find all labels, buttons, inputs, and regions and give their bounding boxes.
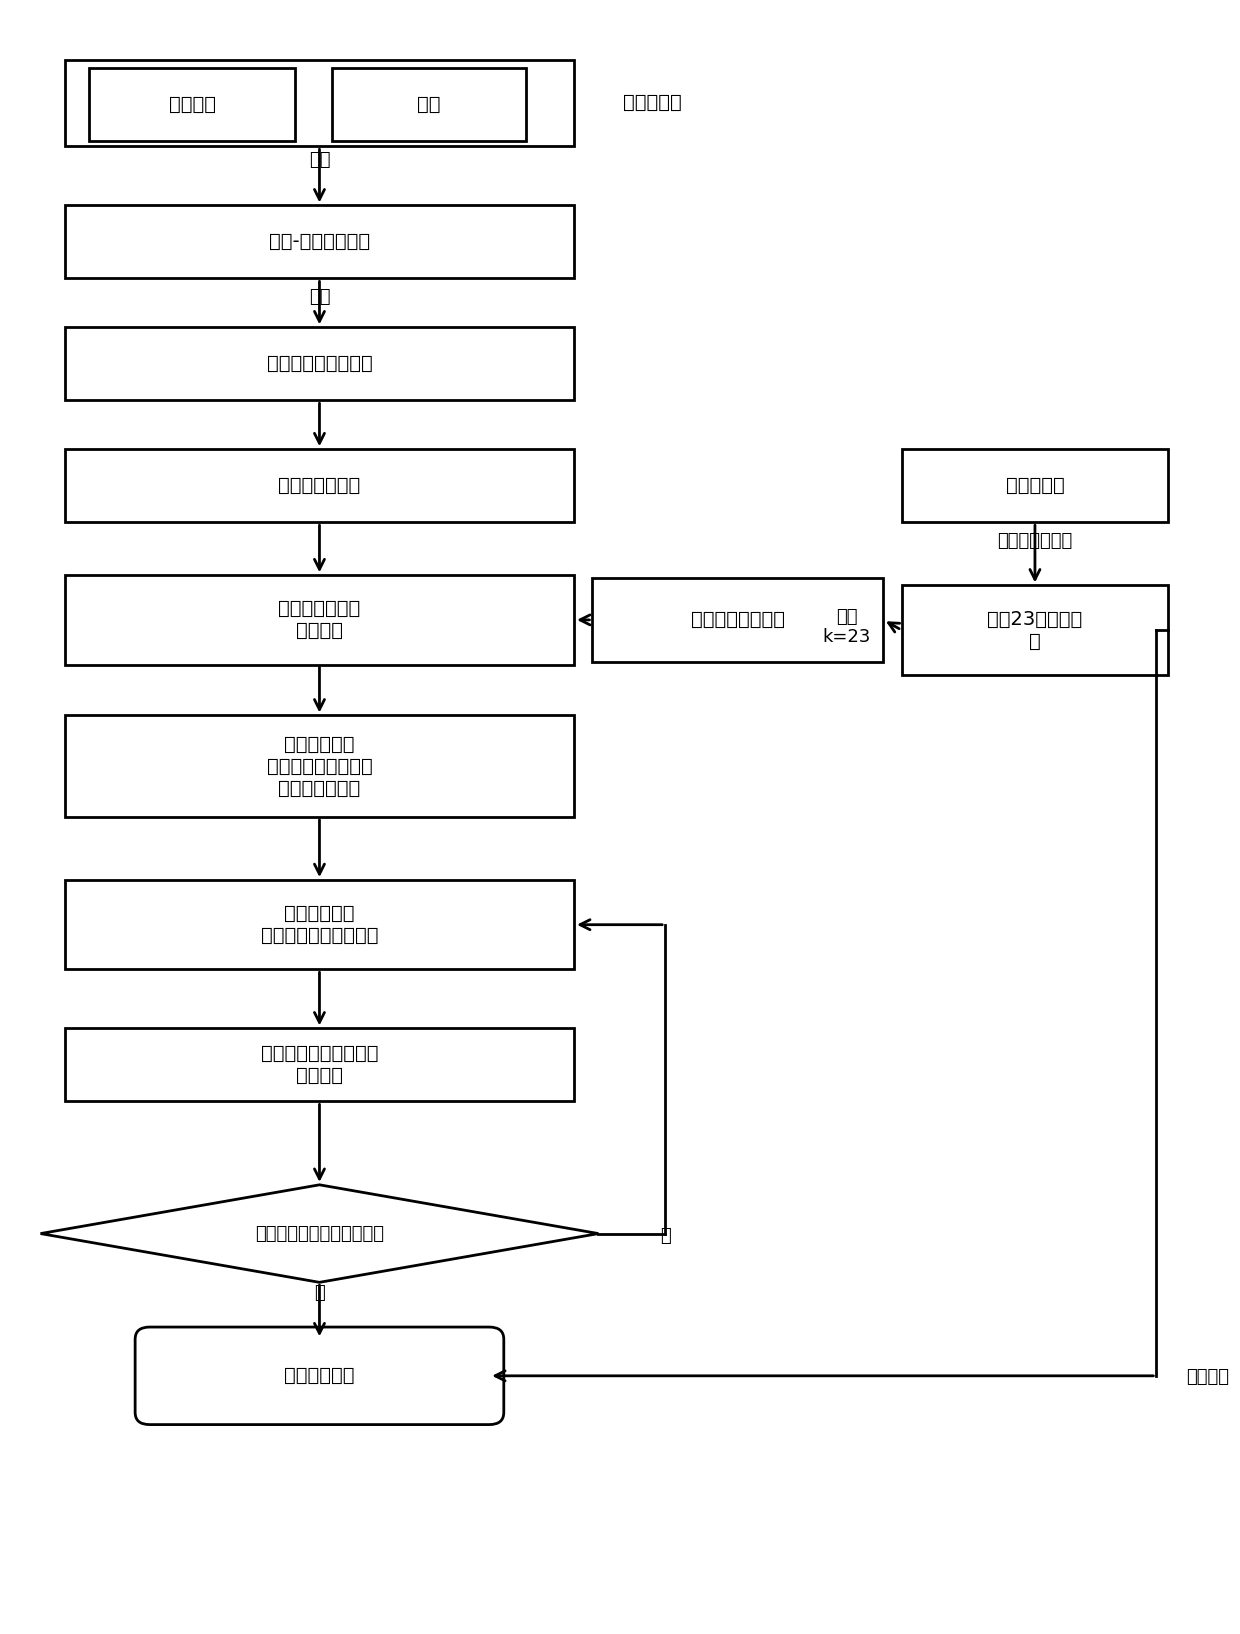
Text: 药材功效库: 药材功效库 bbox=[1006, 475, 1064, 495]
Bar bbox=[64, 327, 574, 400]
Bar bbox=[89, 69, 295, 141]
Text: 计算: 计算 bbox=[309, 288, 330, 306]
Bar bbox=[64, 575, 574, 665]
Text: 更新聚类中心
（每一簇的点平均值）: 更新聚类中心 （每一簇的点平均值） bbox=[260, 904, 378, 944]
Text: 确定
k=23: 确定 k=23 bbox=[823, 608, 872, 647]
Bar bbox=[901, 585, 1168, 675]
Text: 分析比较: 分析比较 bbox=[1187, 1368, 1230, 1386]
Text: 构建: 构建 bbox=[309, 150, 330, 168]
Text: 前后两次平均误差是否相同: 前后两次平均误差是否相同 bbox=[255, 1224, 384, 1242]
Bar bbox=[64, 1028, 574, 1101]
Bar bbox=[64, 449, 574, 523]
Bar bbox=[64, 716, 574, 817]
Text: 输入药材聚类个数: 输入药材聚类个数 bbox=[691, 611, 785, 629]
Bar bbox=[901, 449, 1168, 523]
Bar bbox=[64, 60, 574, 147]
Text: 对比功效大类表: 对比功效大类表 bbox=[997, 531, 1073, 549]
Text: 药材23类功效矩
阵: 药材23类功效矩 阵 bbox=[987, 609, 1083, 650]
Bar bbox=[64, 881, 574, 969]
Text: 否: 否 bbox=[660, 1227, 671, 1245]
Polygon shape bbox=[41, 1185, 599, 1283]
Text: 药材组成: 药材组成 bbox=[169, 95, 216, 114]
Text: 是: 是 bbox=[314, 1284, 325, 1302]
Text: 方剂: 方剂 bbox=[417, 95, 440, 114]
Bar bbox=[64, 206, 574, 278]
Text: 得到药材相似度矩阵: 得到药材相似度矩阵 bbox=[267, 355, 372, 373]
Text: 得到聚类结果: 得到聚类结果 bbox=[284, 1366, 355, 1386]
FancyBboxPatch shape bbox=[135, 1327, 503, 1425]
Text: 初始化聚类中心
（随机）: 初始化聚类中心 （随机） bbox=[278, 600, 361, 641]
Bar bbox=[331, 69, 526, 141]
Text: 方剂-药材二分网络: 方剂-药材二分网络 bbox=[269, 232, 370, 252]
Bar bbox=[593, 578, 883, 662]
Text: 方剂组成库: 方剂组成库 bbox=[622, 93, 682, 113]
Text: 再次进行分配，并计算
平均误差: 再次进行分配，并计算 平均误差 bbox=[260, 1044, 378, 1085]
Text: 主成分析法降维: 主成分析法降维 bbox=[278, 475, 361, 495]
Text: 分配药材节点
（根据欧氏距离），
并计算平均误差: 分配药材节点 （根据欧氏距离）， 并计算平均误差 bbox=[267, 735, 372, 797]
